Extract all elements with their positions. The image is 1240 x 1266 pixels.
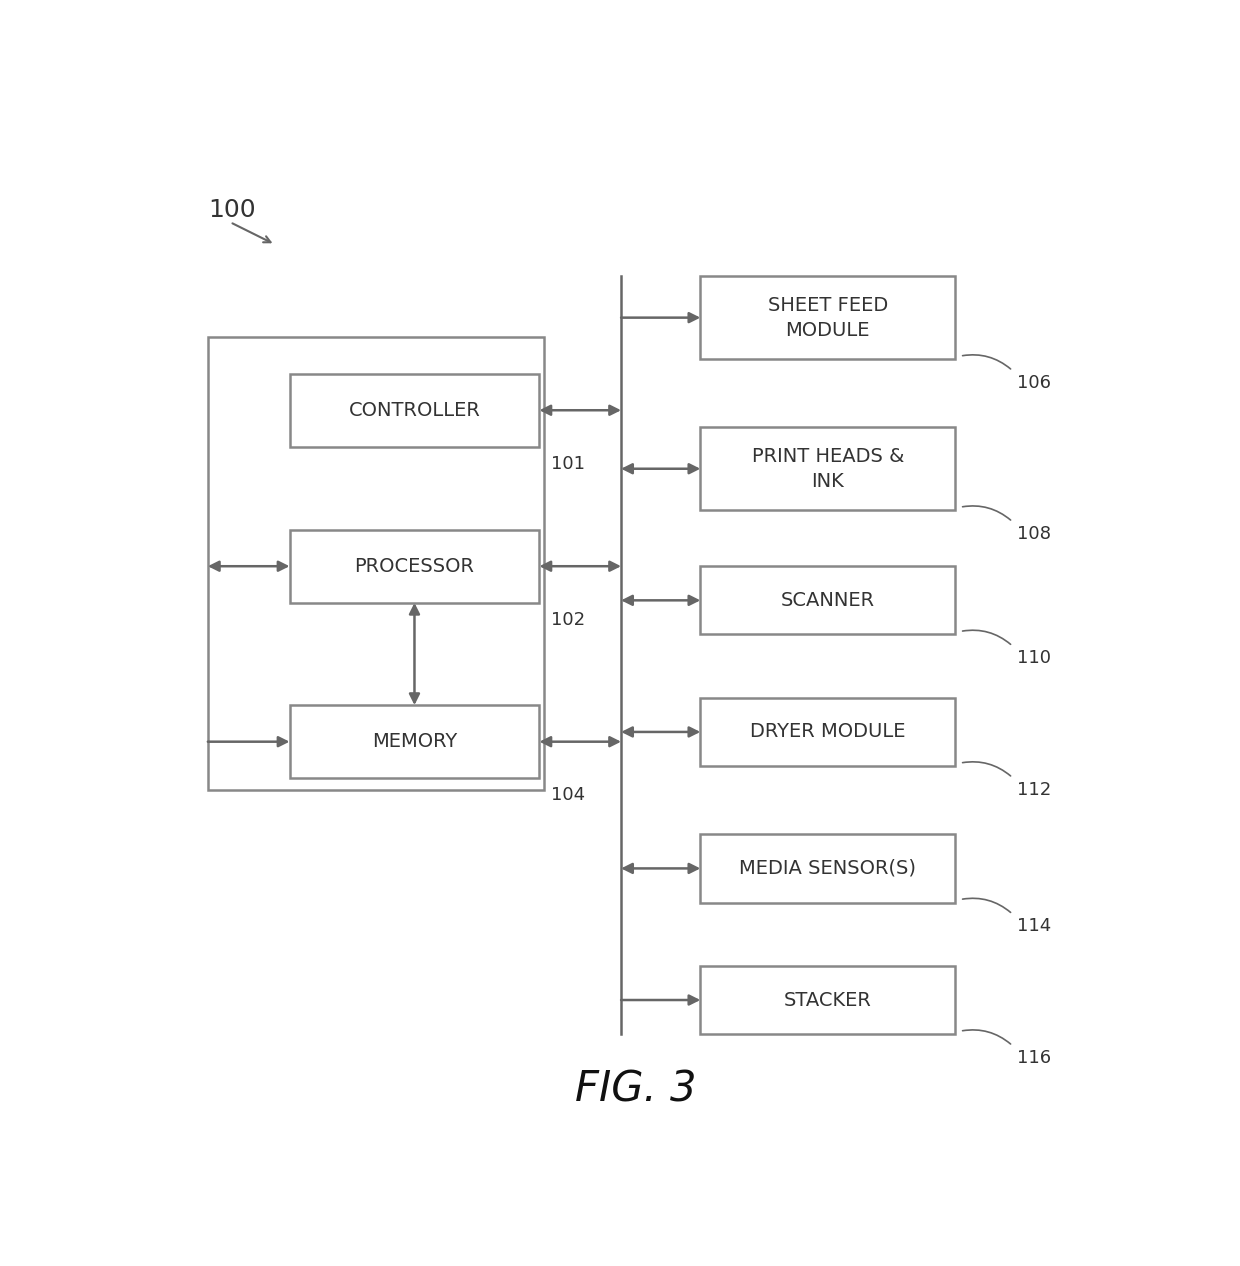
Bar <box>701 276 955 360</box>
Text: 110: 110 <box>1018 649 1052 667</box>
Text: DRYER MODULE: DRYER MODULE <box>750 723 905 742</box>
Text: SHEET FEED
MODULE: SHEET FEED MODULE <box>768 296 888 339</box>
Bar <box>701 834 955 903</box>
Text: 112: 112 <box>1018 781 1052 799</box>
Bar <box>701 428 955 510</box>
Text: 108: 108 <box>1018 525 1052 543</box>
Text: STACKER: STACKER <box>784 990 872 1009</box>
Text: MEDIA SENSOR(S): MEDIA SENSOR(S) <box>739 858 916 877</box>
Bar <box>701 698 955 766</box>
Bar <box>290 373 539 447</box>
Text: PROCESSOR: PROCESSOR <box>355 557 475 576</box>
Text: 114: 114 <box>1018 917 1052 936</box>
Bar <box>290 529 539 603</box>
Text: 104: 104 <box>551 786 585 804</box>
Text: 102: 102 <box>551 610 585 629</box>
Text: PRINT HEADS &
INK: PRINT HEADS & INK <box>751 447 904 491</box>
Text: 116: 116 <box>1018 1048 1052 1067</box>
Text: SCANNER: SCANNER <box>781 591 874 610</box>
Text: 101: 101 <box>551 454 585 472</box>
Bar <box>208 337 544 790</box>
Text: MEMORY: MEMORY <box>372 732 458 751</box>
Bar <box>701 966 955 1034</box>
Text: FIG. 3: FIG. 3 <box>575 1069 696 1110</box>
Bar <box>290 705 539 779</box>
Text: CONTROLLER: CONTROLLER <box>348 401 480 420</box>
Text: 106: 106 <box>1018 373 1052 391</box>
Bar <box>701 566 955 634</box>
Text: 100: 100 <box>208 199 255 223</box>
